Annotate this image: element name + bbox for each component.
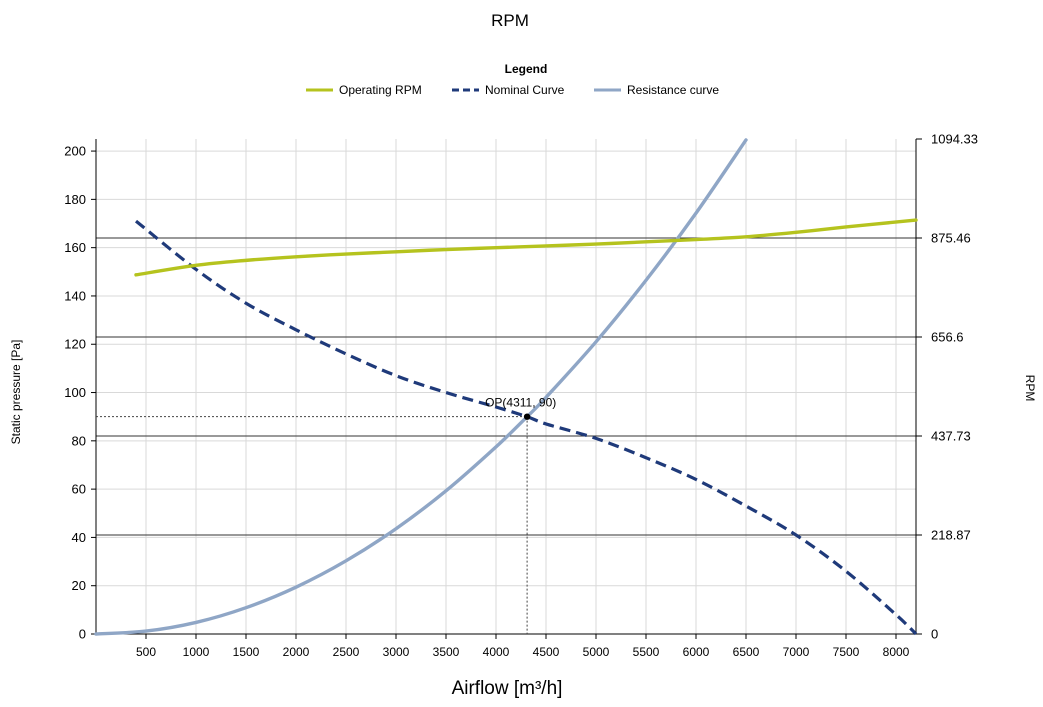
y-tick-label: 180	[64, 192, 86, 207]
y2-tick-label: 0	[931, 627, 938, 642]
y-tick-label: 100	[64, 385, 86, 400]
y2-tick-label: 1094.33	[931, 132, 978, 147]
operating-point-marker	[523, 413, 531, 420]
legend-title: Legend	[505, 62, 548, 76]
legend-label: Resistance curve	[627, 83, 719, 97]
x-tick-label: 7000	[783, 645, 810, 659]
y-tick-label: 120	[64, 337, 86, 352]
x-axis-title: Airflow [m³/h]	[452, 678, 563, 699]
y2-tick-label: 656.6	[931, 329, 964, 344]
legend-label: Nominal Curve	[485, 83, 565, 97]
x-tick-label: 8000	[883, 645, 910, 659]
x-tick-label: 2500	[333, 645, 360, 659]
x-tick-label: 5000	[583, 645, 610, 659]
x-tick-label: 3000	[383, 645, 410, 659]
series-line-operating-rpm	[134, 218, 918, 277]
x-tick-label: 1000	[183, 645, 210, 659]
legend-label: Operating RPM	[339, 83, 422, 97]
y-tick-label: 0	[79, 627, 86, 642]
x-tick-label: 5500	[633, 645, 660, 659]
x-tick-label: 4500	[533, 645, 560, 659]
x-tick-label: 500	[136, 645, 156, 659]
y-tick-label: 200	[64, 144, 86, 159]
x-tick-label: 7500	[833, 645, 860, 659]
chart-title: RPM	[491, 11, 529, 30]
y-tick-label: 160	[64, 240, 86, 255]
rpm-reference-lines	[96, 237, 916, 536]
y2-tick-label: 875.46	[931, 231, 971, 246]
x-tick-label: 6500	[733, 645, 760, 659]
x-tick-label: 6000	[683, 645, 710, 659]
grid	[96, 139, 916, 634]
y-tick-label: 140	[64, 288, 86, 303]
axes: 500 1000 1500 2000 2500 3000 3500 4000 4500 5000 5…	[64, 132, 978, 660]
operating-point-group: OP(4311, 90)	[96, 396, 556, 634]
x-tick-label: 4000	[483, 645, 510, 659]
y2-tick-label: 437.73	[931, 429, 971, 444]
y-tick-label: 80	[72, 433, 86, 448]
operating-point-label: OP(4311, 90)	[485, 396, 556, 410]
series-line-nominal-curve	[134, 219, 918, 636]
x-tick-label: 1500	[233, 645, 260, 659]
y2-axis-title: RPM	[1023, 375, 1037, 402]
y-tick-label: 20	[72, 578, 86, 593]
series-line-resistance-curve	[94, 138, 748, 636]
y-tick-label: 40	[72, 530, 86, 545]
series-lines	[94, 138, 918, 636]
y-axis-title: Static pressure [Pa]	[9, 340, 23, 445]
x-tick-label: 3500	[433, 645, 460, 659]
y2-tick-label: 218.87	[931, 527, 971, 542]
y-tick-label: 60	[72, 482, 86, 497]
x-tick-label: 2000	[283, 645, 310, 659]
legend: Operating RPM Nominal Curve Resistance cur…	[306, 83, 719, 97]
